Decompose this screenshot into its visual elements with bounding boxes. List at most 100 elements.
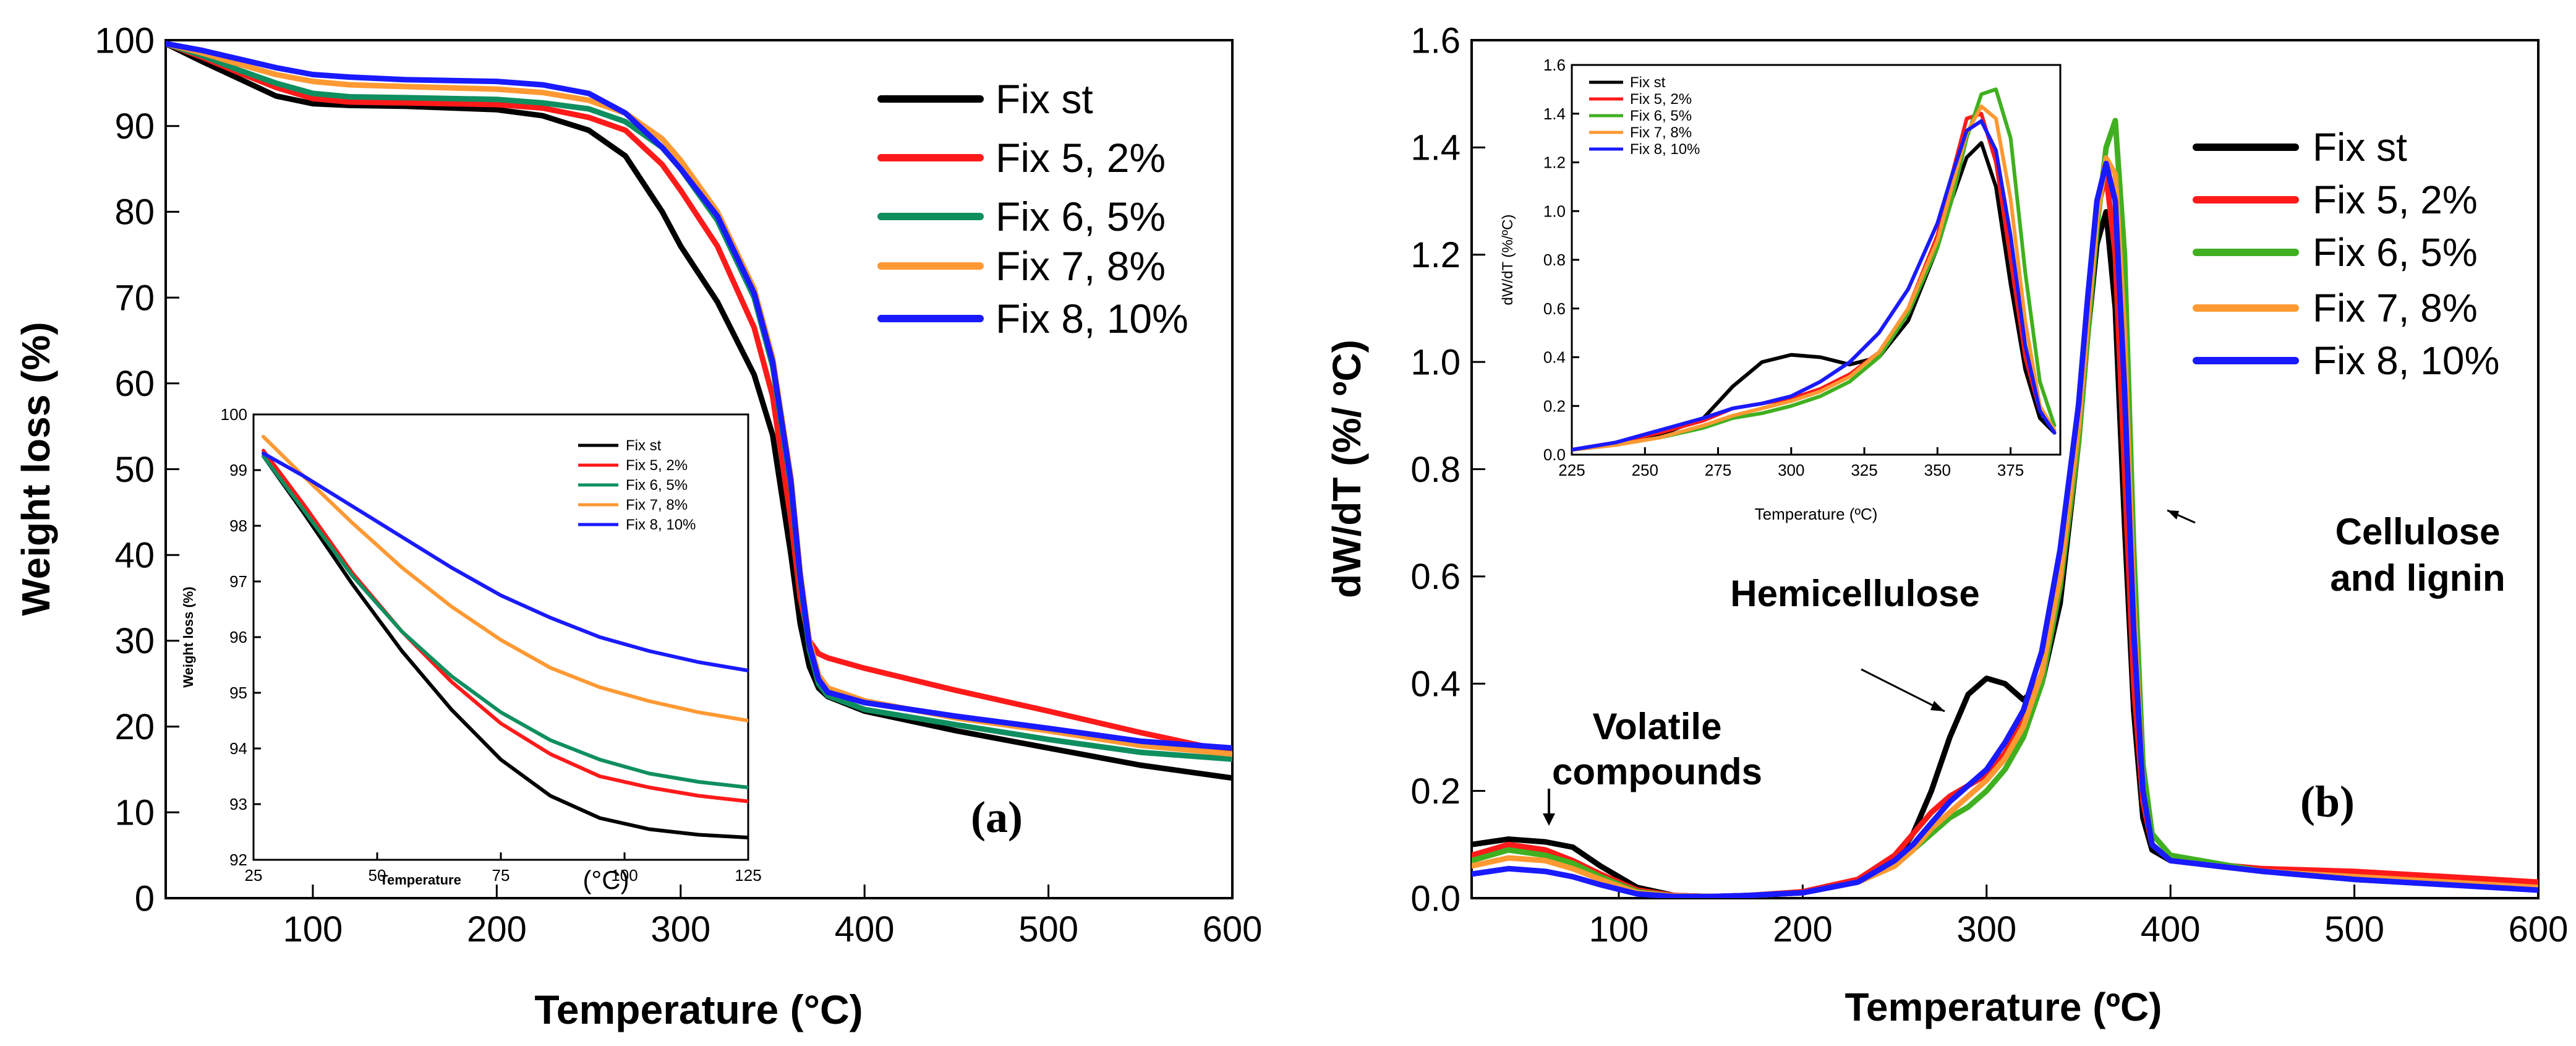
y-tick-label-a-inset-100: 100 <box>221 405 247 424</box>
ticks-b: 100 200 300 400 500 600 0.0 0.2 0.4 0.6 0.8 1.0 1.2 1… <box>1410 20 2568 950</box>
x-tick-label-a-inset-100: 100 <box>611 866 638 885</box>
y-tick-label-b-main-0-4: 0.4 <box>1410 664 1461 705</box>
x-tick-label-b-inset-225: 225 <box>1558 461 1585 479</box>
legend-b-label-fix-st: Fix st <box>2313 125 2407 169</box>
y-tick-label-a-main-20: 20 <box>114 707 155 747</box>
x-tick-label-a-main-400: 400 <box>835 909 895 950</box>
series-line-b-inset-fix-6-5 <box>1572 87 2057 452</box>
series-line-a-inset-fix-6-5 <box>262 454 748 789</box>
y-tick-label-b-inset-0-4: 0.4 <box>1543 348 1566 367</box>
ticks-a: 100 200 300 400 500 600 0 10 20 30 40 50 60 70 80 90 100 <box>95 20 1262 950</box>
annotation-volatile: Volatile <box>1593 706 1722 747</box>
y-tick-label-a-inset-95: 95 <box>229 684 247 702</box>
y-tick-label-b-inset-0-8: 0.8 <box>1543 251 1566 269</box>
y-tick-label-b-inset-1: 1.0 <box>1543 202 1566 220</box>
x-tick-label-b-main-400: 400 <box>2141 909 2201 950</box>
y-tick-label-a-main-80: 80 <box>114 192 155 233</box>
x-tick-label-b-main-300: 300 <box>1956 909 2016 950</box>
y-tick-label-b-main-1: 1.0 <box>1410 342 1461 382</box>
series-line-a-inset-fix-8-10 <box>262 452 748 672</box>
x-tick-label-a-main-200: 200 <box>467 909 527 950</box>
arrowhead-volatile <box>1543 813 1555 826</box>
series-line-b-inset-fix-8-10 <box>1572 119 2057 452</box>
y-tick-label-a-main-60: 60 <box>114 364 155 404</box>
y-tick-label-b-inset-0-6: 0.6 <box>1543 299 1566 318</box>
annotation-cellulose: Cellulose <box>2335 511 2501 552</box>
inset-a-legend-label-3: Fix 7, 8% <box>626 497 688 513</box>
legend-b: Fix st Fix 5, 2% Fix 6, 5% Fix 7, 8% Fix… <box>2193 125 2499 383</box>
inset-frame-a <box>252 413 749 861</box>
legend-label-fix-7: Fix 7, 8% <box>996 243 1166 289</box>
y-tick-label-a-inset-92: 92 <box>229 851 247 869</box>
y-tick-label-b-main-0-2: 0.2 <box>1410 771 1461 812</box>
annotations-b: Volatile compounds Hemicellulose Cellulo… <box>1543 509 2506 826</box>
inset-a: 25 50 75 100 125 92 93 94 95 96 97 98 99 100 Weight l… <box>181 405 762 894</box>
inset-b-legend: Fix st Fix 5, 2% Fix 6, 5% Fix 7, 8% Fix… <box>1589 74 1700 158</box>
x-tick-label-b-inset-275: 275 <box>1705 461 1731 479</box>
annotation-hemicellulose: Hemicellulose <box>1730 573 1980 614</box>
series-line-a-main-fix-8-10 <box>166 41 1232 751</box>
inset-b-legend-label-4: Fix 8, 10% <box>1630 141 1700 158</box>
y-tick-label-b-main-1-2: 1.2 <box>1410 235 1461 275</box>
panel-label-a: (a) <box>971 792 1023 842</box>
x-tick-label-a-main-600: 600 <box>1203 909 1263 950</box>
y-tick-label-b-inset-1-4: 1.4 <box>1543 105 1566 123</box>
inset-a-legend-label-1: Fix 5, 2% <box>626 457 688 474</box>
series-line-a-inset-fix-st <box>262 454 748 839</box>
series-lines-b <box>1472 118 2538 898</box>
y-tick-label-b-inset-1-6: 1.6 <box>1543 56 1566 74</box>
series-lines-inset-b <box>1572 87 2057 452</box>
y-tick-label-a-inset-99: 99 <box>229 461 247 479</box>
inset-a-x-title: Temperature <box>380 872 461 888</box>
x-tick-label-b-inset-350: 350 <box>1924 461 1951 479</box>
legend-label-fix-st: Fix st <box>996 76 1093 122</box>
x-tick-label-b-inset-300: 300 <box>1778 461 1804 479</box>
y-tick-label-b-main-1-4: 1.4 <box>1410 128 1461 168</box>
inset-a-legend-label-4: Fix 8, 10% <box>626 517 696 533</box>
y-tick-label-a-main-90: 90 <box>114 106 155 147</box>
x-axis-title-b: Temperature (ºC) <box>1845 985 2162 1029</box>
y-tick-label-a-main-40: 40 <box>114 536 155 576</box>
x-tick-label-a-inset-50: 50 <box>369 866 386 885</box>
inset-a-y-title: Weight loss (%) <box>181 586 196 687</box>
inset-b-legend-label-0: Fix st <box>1630 74 1666 91</box>
annotation-lignin: and lignin <box>2330 557 2505 599</box>
series-line-b-main-fix-8-10 <box>1472 160 2538 898</box>
x-tick-label-a-main-500: 500 <box>1018 909 1078 950</box>
series-line-a-main-fix-5-2 <box>166 41 1232 755</box>
y-axis-title-a: Weight loss (%) <box>14 322 58 615</box>
x-tick-label-b-main-600: 600 <box>2509 909 2569 950</box>
y-tick-label-a-main-0: 0 <box>135 878 155 919</box>
x-tick-label-b-inset-375: 375 <box>1997 461 2024 479</box>
y-tick-label-a-inset-96: 96 <box>229 628 247 646</box>
x-tick-label-a-inset-125: 125 <box>735 866 761 885</box>
x-tick-label-a-inset-25: 25 <box>245 866 263 885</box>
y-tick-label-a-inset-98: 98 <box>229 517 247 535</box>
inset-b-legend-label-1: Fix 5, 2% <box>1630 91 1692 108</box>
panel-label-b: (b) <box>2300 777 2355 826</box>
arrowhead-cellulose <box>2167 510 2179 520</box>
y-tick-label-a-inset-93: 93 <box>229 795 247 813</box>
inset-a-legend: Fix st Fix 5, 2% Fix 6, 5% Fix 7, 8% Fix… <box>578 437 696 533</box>
series-lines-inset-a <box>262 435 748 839</box>
legend-label-fix-6: Fix 6, 5% <box>996 194 1166 239</box>
inset-b: 225 250 275 300 325 350 375 0.0 0.2 0.4 0.6 0.8 1.0 1… <box>1499 56 2062 523</box>
x-tick-label-b-main-200: 200 <box>1773 909 1833 950</box>
inset-b-x-title: Temperature (ºC) <box>1755 505 1878 523</box>
x-axis-title-a: Temperature (°C) <box>534 987 863 1032</box>
series-lines-a <box>166 41 1232 781</box>
inset-b-y-title: dW/dT (%/ºC) <box>1499 215 1516 306</box>
legend-b-label-fix-5: Fix 5, 2% <box>2313 178 2478 222</box>
y-tick-label-a-inset-97: 97 <box>229 572 247 591</box>
x-tick-label-a-inset-75: 75 <box>492 866 510 885</box>
legend-b-label-fix-8: Fix 8, 10% <box>2313 338 2499 383</box>
inset-a-legend-label-0: Fix st <box>626 437 662 454</box>
arrowhead-hemicellulose <box>1930 701 1945 711</box>
x-tick-label-b-main-500: 500 <box>2324 909 2384 950</box>
inset-a-x-unit: (°C) <box>582 865 629 894</box>
series-line-a-inset-fix-5-2 <box>262 448 748 804</box>
inset-a-legend-label-2: Fix 6, 5% <box>626 477 688 494</box>
arrow-hemicellulose <box>1861 668 1945 713</box>
series-line-a-inset-fix-7-8 <box>262 435 748 722</box>
annotation-compounds: compounds <box>1552 751 1762 792</box>
